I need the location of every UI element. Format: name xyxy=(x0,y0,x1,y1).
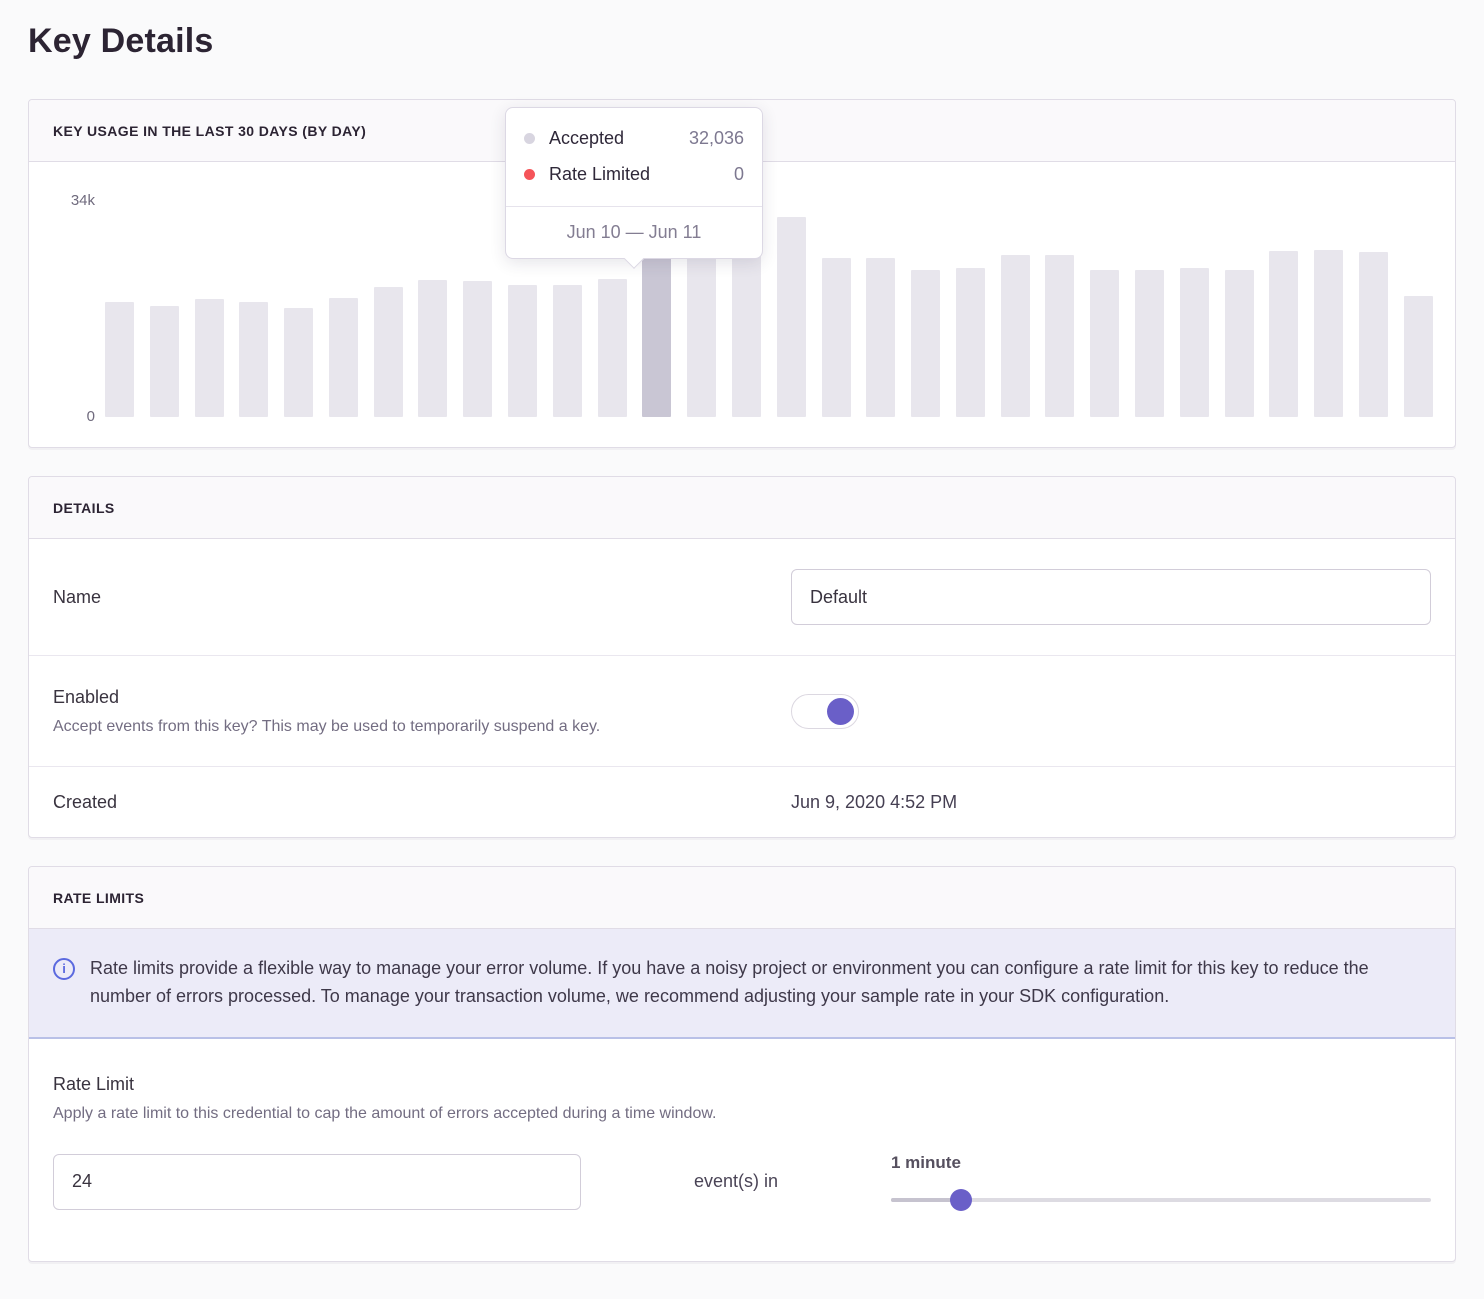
usage-bar[interactable] xyxy=(866,258,896,417)
tooltip-row-accepted: Accepted 32,036 xyxy=(524,126,744,150)
tooltip-date-range: Jun 10 — Jun 11 xyxy=(566,222,702,242)
accepted-dot-icon xyxy=(524,132,535,144)
enabled-control xyxy=(791,693,1431,729)
usage-bar[interactable] xyxy=(105,302,134,417)
usage-bar[interactable] xyxy=(687,253,717,417)
usage-bar[interactable] xyxy=(1224,270,1254,417)
usage-bar[interactable] xyxy=(552,285,582,417)
rate-limit-label: Rate Limit xyxy=(53,1073,135,1094)
tooltip-rate-limited-label: Rate Limited xyxy=(549,164,651,184)
usage-bar[interactable] xyxy=(239,302,269,417)
y-axis-max-label: 34k xyxy=(70,192,95,209)
usage-bar[interactable] xyxy=(821,258,851,417)
info-icon: i xyxy=(53,958,75,980)
y-axis-min-label: 0 xyxy=(86,408,95,425)
tooltip-rate-limited-value: 0 xyxy=(733,164,744,184)
usage-bar[interactable] xyxy=(731,255,761,417)
rate-limit-controls: event(s) in 1 minute xyxy=(53,1153,1431,1211)
tooltip-accepted-value: 32,036 xyxy=(688,128,744,148)
details-panel-header: Details xyxy=(29,477,1455,539)
usage-bars xyxy=(105,201,1433,417)
enabled-label: Enabled xyxy=(53,687,120,707)
usage-bar[interactable] xyxy=(328,298,358,417)
tooltip-legend: Accepted 32,036 Rate Limited 0 xyxy=(506,108,762,206)
page-title: Key Details xyxy=(28,22,214,60)
rate-limit-help-text: Apply a rate limit to this credential to… xyxy=(53,1104,717,1122)
enabled-toggle[interactable] xyxy=(791,693,859,729)
rate-window-slider-fill xyxy=(891,1197,962,1202)
usage-bar[interactable] xyxy=(284,308,314,417)
usage-bar[interactable] xyxy=(1314,250,1344,417)
rate-limited-dot-icon xyxy=(524,168,535,180)
usage-bar[interactable] xyxy=(1134,270,1164,417)
usage-bar[interactable] xyxy=(508,285,538,417)
rate-limits-alert-text: Rate limits provide a flexible way to ma… xyxy=(90,958,1369,1006)
rate-limit-connector-text: event(s) in xyxy=(693,1171,779,1192)
usage-bar[interactable] xyxy=(149,306,179,417)
usage-bar[interactable] xyxy=(1045,255,1075,417)
usage-bar[interactable] xyxy=(597,279,627,417)
rate-limit-row: Rate Limit Apply a rate limit to this cr… xyxy=(29,1039,1455,1261)
usage-bar[interactable] xyxy=(194,299,224,417)
name-input[interactable] xyxy=(791,569,1431,625)
rate-window-label: 1 minute xyxy=(891,1152,961,1172)
usage-bar[interactable] xyxy=(1269,251,1299,417)
rate-count-wrap xyxy=(53,1153,581,1210)
name-row: Name xyxy=(29,539,1455,655)
enabled-help-text: Accept events from this key? This may be… xyxy=(53,718,601,735)
enabled-label-block: Enabled Accept events from this key? Thi… xyxy=(53,686,791,736)
created-label: Created xyxy=(53,792,118,812)
rate-limits-panel: Rate Limits i Rate limits provide a flex… xyxy=(28,866,1456,1262)
created-value: Jun 9, 2020 4:52 PM xyxy=(791,791,958,812)
rate-window-slider[interactable] xyxy=(891,1188,1431,1211)
rate-window-slider-knob[interactable] xyxy=(950,1188,973,1211)
usage-bar[interactable] xyxy=(1403,296,1433,417)
enabled-toggle-knob[interactable] xyxy=(827,697,854,725)
usage-bar[interactable] xyxy=(1179,268,1209,417)
chart-tooltip: Accepted 32,036 Rate Limited 0 Jun 10 — … xyxy=(505,107,763,269)
created-label-block: Created xyxy=(53,791,791,813)
usage-bar[interactable] xyxy=(911,270,941,417)
name-control xyxy=(791,569,1431,625)
usage-bar[interactable] xyxy=(418,280,448,417)
rate-limit-count-input[interactable] xyxy=(53,1153,581,1210)
tooltip-accepted-label: Accepted xyxy=(549,128,625,148)
rate-limits-panel-header: Rate Limits xyxy=(29,867,1455,929)
created-row: Created Jun 9, 2020 4:52 PM xyxy=(29,766,1455,837)
usage-bar[interactable] xyxy=(1090,270,1120,417)
usage-bar[interactable] xyxy=(373,287,403,417)
tooltip-divider xyxy=(506,206,762,207)
name-label: Name xyxy=(53,587,102,607)
usage-bar[interactable] xyxy=(1358,252,1388,417)
name-label-block: Name xyxy=(53,586,791,608)
usage-bar[interactable] xyxy=(776,217,806,417)
rate-window-slider-track[interactable] xyxy=(891,1197,1431,1202)
usage-bar[interactable] xyxy=(463,281,493,417)
usage-chart: 34k 0 xyxy=(29,162,1455,447)
created-control: Jun 9, 2020 4:52 PM xyxy=(791,792,1431,813)
tooltip-row-rate-limited: Rate Limited 0 xyxy=(524,162,744,186)
rate-limits-info-alert: i Rate limits provide a flexible way to … xyxy=(29,929,1455,1039)
details-panel: Details Name Enabled Accept events from … xyxy=(28,476,1456,838)
rate-window-block: 1 minute xyxy=(891,1153,1431,1211)
usage-bar[interactable] xyxy=(1000,255,1030,417)
enabled-row: Enabled Accept events from this key? Thi… xyxy=(29,655,1455,766)
usage-bar[interactable] xyxy=(955,268,985,417)
